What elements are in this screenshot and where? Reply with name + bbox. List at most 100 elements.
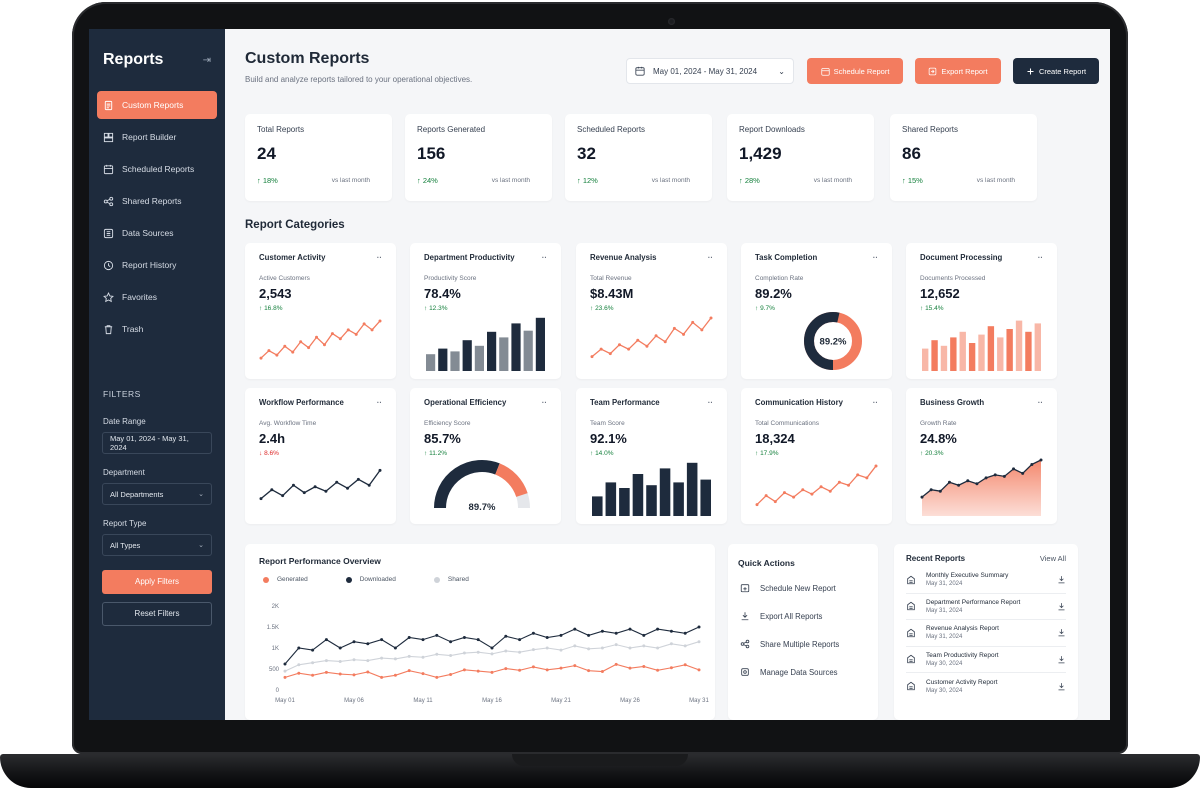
bar — [511, 323, 521, 371]
legend-item[interactable]: Shared — [433, 576, 469, 583]
x-tick-label: May 01 — [275, 698, 295, 704]
legend-item[interactable]: Downloaded — [345, 576, 396, 583]
sidebar-item-custom-reports[interactable]: Custom Reports — [97, 91, 217, 119]
sparkline-point — [1039, 458, 1043, 462]
calendar-icon — [820, 67, 830, 76]
card-metric-label: Productivity Score — [424, 275, 477, 282]
more-icon[interactable]: ·· — [707, 253, 713, 262]
stat-card[interactable]: Shared Reports 86 ↑ 15% vs last month — [890, 114, 1037, 201]
series-point-generated — [476, 669, 480, 673]
collapse-icon[interactable]: ⇥ — [202, 54, 211, 66]
card-metric-value: 12,652 — [920, 286, 960, 301]
performance-chart: 0 500 1K 1.5K 2K May 01 May 06 May 11 May 16 May … — [267, 604, 710, 704]
bar — [950, 337, 957, 371]
quick-action-manage-data-sources[interactable]: Manage Data Sources — [740, 658, 868, 686]
category-card[interactable]: Communication History ·· Total Communica… — [741, 388, 892, 524]
download-icon[interactable] — [1057, 682, 1066, 691]
stat-card[interactable]: Total Reports 24 ↑ 18% vs last month — [245, 114, 392, 201]
card-delta: ↑ 12.3% — [424, 305, 547, 312]
download-icon[interactable] — [1057, 602, 1066, 611]
sidebar-item-favorites[interactable]: Favorites — [97, 283, 217, 311]
category-card[interactable]: Business Growth ·· Growth Rate 24.8% ↑ 2… — [906, 388, 1057, 524]
more-icon[interactable]: ·· — [541, 398, 547, 407]
sparkline-point — [929, 488, 933, 492]
series-point-downloaded — [449, 640, 453, 644]
series-point-generated — [407, 669, 411, 673]
sidebar-item-shared-reports[interactable]: Shared Reports — [97, 187, 217, 215]
more-icon[interactable]: ·· — [1037, 398, 1043, 407]
category-card[interactable]: Operational Efficiency ·· Efficiency Sco… — [410, 388, 561, 524]
date-range-text: May 01, 2024 - May 31, 2024 — [653, 66, 758, 76]
sparkline-point — [599, 347, 603, 351]
category-card[interactable]: Team Performance ·· Team Score 92.1% ↑ 1… — [576, 388, 727, 524]
legend-swatch — [345, 576, 352, 583]
recent-report-row[interactable]: Customer Activity Report May 30, 2024 — [906, 673, 1066, 700]
more-icon[interactable]: ·· — [376, 253, 382, 262]
view-all-link[interactable]: View All — [1039, 554, 1066, 563]
quick-action-label: Export All Reports — [760, 611, 823, 621]
report-icon — [907, 681, 915, 691]
department-select[interactable]: All Departments ⌄ — [102, 483, 212, 505]
category-card[interactable]: Document Processing ·· Documents Process… — [906, 243, 1057, 379]
sparkline-point — [709, 316, 713, 320]
quick-action-export-all-reports[interactable]: Export All Reports — [740, 602, 868, 630]
stat-card[interactable]: Reports Generated 156 ↑ 24% vs last mont… — [405, 114, 552, 201]
export-report-button[interactable]: Export Report — [915, 58, 1001, 84]
department-value: All Departments — [110, 489, 164, 499]
quick-action-schedule-new-report[interactable]: Schedule New Report — [740, 574, 868, 602]
arrow-up-icon: ↑ — [259, 305, 265, 312]
category-card[interactable]: Revenue Analysis ·· Total Revenue $8.43M… — [576, 243, 727, 379]
series-point-generated — [393, 673, 397, 677]
recent-report-row[interactable]: Department Performance Report May 31, 20… — [906, 594, 1066, 620]
download-icon[interactable] — [1057, 655, 1066, 664]
sidebar-item-data-sources[interactable]: Data Sources — [97, 219, 217, 247]
stat-card[interactable]: Scheduled Reports 32 ↑ 12% vs last month — [565, 114, 712, 201]
date-range-picker[interactable]: May 01, 2024 - May 31, 2024 ⌄ — [626, 58, 794, 84]
sidebar-item-report-builder[interactable]: Report Builder — [97, 123, 217, 151]
bar — [438, 348, 448, 371]
more-icon[interactable]: ·· — [707, 398, 713, 407]
card-chart — [590, 316, 713, 359]
sidebar-item-trash[interactable]: Trash — [97, 315, 217, 343]
recent-report-text: Revenue Analysis Report May 31, 2024 — [926, 625, 1057, 640]
series-point-generated — [462, 668, 466, 672]
recent-report-row[interactable]: Team Productivity Report May 30, 2024 — [906, 647, 1066, 673]
recent-report-text: Team Productivity Report May 30, 2024 — [926, 652, 1057, 667]
card-metric-label: Avg. Workflow Time — [259, 420, 317, 427]
more-icon[interactable]: ·· — [541, 253, 547, 262]
sidebar-item-scheduled-reports[interactable]: Scheduled Reports — [97, 155, 217, 183]
sparkline-point — [755, 503, 759, 507]
create-report-button[interactable]: Create Report — [1013, 58, 1099, 84]
series-point-generated — [614, 662, 618, 666]
category-card[interactable]: Customer Activity ·· Active Customers 2,… — [245, 243, 396, 379]
sparkline — [260, 320, 381, 359]
category-card[interactable]: Workflow Performance ·· Avg. Workflow Ti… — [245, 388, 396, 524]
more-icon[interactable]: ·· — [376, 398, 382, 407]
recent-report-row[interactable]: Monthly Executive Summary May 31, 2024 — [906, 567, 1066, 594]
download-icon[interactable] — [1057, 628, 1066, 637]
card-metric-label: Growth Rate — [920, 420, 957, 427]
sparkline-point — [993, 473, 997, 477]
sidebar-item-report-history[interactable]: Report History — [97, 251, 217, 279]
quick-action-share-multiple-reports[interactable]: Share Multiple Reports — [740, 630, 868, 658]
legend-swatch — [433, 576, 440, 583]
report-type-select[interactable]: All Types ⌄ — [102, 534, 212, 556]
recent-report-row[interactable]: Revenue Analysis Report May 31, 2024 — [906, 620, 1066, 647]
reset-filters-button[interactable]: Reset Filters — [102, 602, 212, 626]
more-icon[interactable]: ·· — [1037, 253, 1043, 262]
more-icon[interactable]: ·· — [872, 398, 878, 407]
stat-card[interactable]: Report Downloads 1,429 ↑ 28% vs last mon… — [727, 114, 874, 201]
stat-compare: vs last month — [651, 177, 690, 184]
category-card[interactable]: Task Completion ·· Completion Rate 89.2%… — [741, 243, 892, 379]
sparkline-point — [663, 340, 667, 344]
date-range-field[interactable]: May 01, 2024 - May 31, 2024 — [102, 432, 212, 454]
apply-filters-button[interactable]: Apply Filters — [102, 570, 212, 594]
sparkline-point — [966, 479, 970, 483]
category-card[interactable]: Department Productivity ·· Productivity … — [410, 243, 561, 379]
series-point-downloaded — [600, 629, 604, 633]
download-icon[interactable] — [1057, 575, 1066, 584]
schedule-report-button[interactable]: Schedule Report — [807, 58, 903, 84]
legend-item[interactable]: Generated — [263, 576, 308, 583]
more-icon[interactable]: ·· — [872, 253, 878, 262]
settings-icon — [741, 668, 749, 676]
